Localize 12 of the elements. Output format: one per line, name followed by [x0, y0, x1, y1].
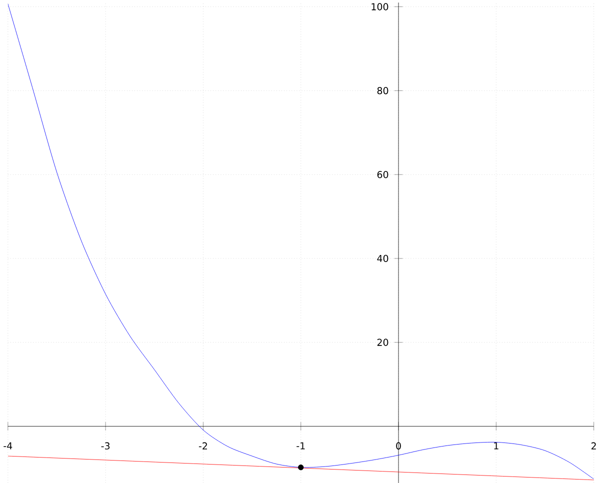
y-tick-label: 80: [377, 87, 388, 94]
x-tick-label: -2: [198, 442, 208, 450]
y-tick-label: 20: [377, 338, 388, 346]
x-tick-label: 2: [591, 442, 596, 450]
x-tick-label: -1: [296, 442, 305, 450]
x-tick-label: 0: [396, 442, 401, 450]
y-tick-label: 40: [377, 254, 388, 262]
x-tick-label: -4: [4, 442, 12, 450]
x-tick-label: -3: [101, 442, 110, 450]
y-tick-label: 100: [372, 3, 388, 10]
x-tick-label: 1: [494, 442, 498, 450]
y-tick-label: 60: [377, 170, 388, 178]
